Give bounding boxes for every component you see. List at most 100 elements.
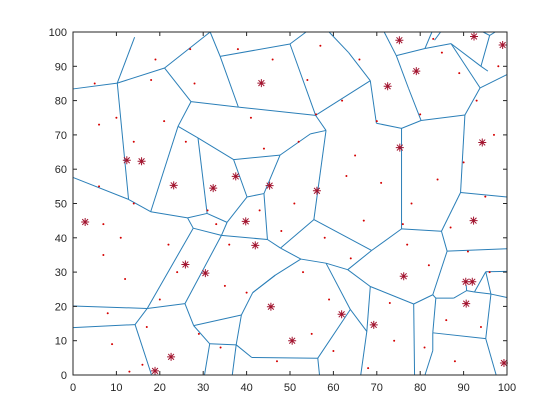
center-marker (384, 82, 392, 90)
y-tick-label: 20 (55, 301, 67, 313)
sample-point (198, 333, 200, 335)
center-marker (123, 156, 131, 164)
sample-point (406, 244, 408, 246)
x-tick-label: 70 (371, 382, 383, 394)
sample-point (185, 141, 187, 143)
sample-point (272, 58, 274, 60)
sample-point (458, 72, 460, 74)
center-marker (470, 217, 478, 225)
sample-point (445, 319, 447, 321)
y-tick-label: 30 (55, 267, 67, 279)
center-marker (412, 67, 420, 75)
sample-point (150, 79, 152, 81)
sample-point (497, 65, 499, 67)
sample-point (350, 257, 352, 259)
center-marker (232, 172, 240, 180)
sample-point (432, 38, 434, 40)
sample-point (419, 113, 421, 115)
sample-point (402, 223, 404, 225)
center-marker (151, 367, 159, 375)
voronoi-edge (252, 358, 318, 359)
sample-point (324, 237, 326, 239)
center-marker (242, 217, 250, 225)
sample-point (237, 48, 239, 50)
sample-point (98, 124, 100, 126)
x-tick-label: 10 (110, 382, 122, 394)
sample-point (363, 220, 365, 222)
x-tick-label: 90 (457, 382, 469, 394)
sample-point (102, 254, 104, 256)
sample-point (489, 271, 491, 273)
center-marker (396, 144, 404, 152)
sample-point (358, 58, 360, 60)
sample-point (250, 117, 252, 119)
y-tick-label: 50 (55, 199, 67, 211)
center-marker (167, 353, 175, 361)
sample-point (441, 52, 443, 54)
center-marker (251, 241, 259, 249)
sample-point (454, 360, 456, 362)
center-marker (266, 182, 274, 190)
sample-point (128, 371, 130, 373)
sample-point (424, 347, 426, 349)
sample-point (376, 120, 378, 122)
sample-point (411, 203, 413, 205)
sample-point (124, 278, 126, 280)
sample-point (367, 367, 369, 369)
sample-point (246, 292, 248, 294)
sample-point (311, 333, 313, 335)
center-marker (478, 138, 486, 146)
center-marker (499, 41, 507, 49)
sample-point (306, 79, 308, 81)
y-tick-label: 100 (49, 27, 67, 39)
x-tick-label: 0 (70, 382, 76, 394)
sample-point (146, 326, 148, 328)
sample-point (224, 285, 226, 287)
sample-point (276, 360, 278, 362)
sample-point (467, 251, 469, 253)
sample-point (341, 100, 343, 102)
center-marker (462, 300, 470, 308)
x-tick-label: 60 (327, 382, 339, 394)
sample-point (115, 117, 117, 119)
sample-point (102, 223, 104, 225)
y-tick-label: 70 (55, 130, 67, 142)
sample-point (493, 134, 495, 136)
plot-background (73, 32, 507, 375)
sample-point (133, 141, 135, 143)
sample-point (94, 82, 96, 84)
center-marker (81, 218, 89, 226)
x-tick-label: 40 (240, 382, 252, 394)
sample-point (120, 237, 122, 239)
sample-point (98, 185, 100, 187)
sample-point (167, 244, 169, 246)
sample-point (345, 175, 347, 177)
sample-point (380, 182, 382, 184)
y-tick-label: 90 (55, 61, 67, 73)
y-tick-labels: 0 10 20 30 40 50 60 70 80 90 100 (49, 27, 67, 382)
sample-point (428, 264, 430, 266)
x-tick-label: 100 (498, 382, 516, 394)
sample-point (354, 154, 356, 156)
sample-point (176, 271, 178, 273)
sample-point (280, 230, 282, 232)
sample-point (328, 299, 330, 301)
sample-point (463, 161, 465, 163)
sample-point (319, 45, 321, 47)
center-marker (338, 310, 346, 318)
x-tick-label: 20 (154, 382, 166, 394)
sample-point (315, 113, 317, 115)
center-marker (267, 303, 275, 311)
sample-point (159, 299, 161, 301)
center-marker (209, 184, 217, 192)
center-marker (370, 321, 378, 329)
center-marker (470, 32, 478, 40)
x-tick-label: 50 (284, 382, 296, 394)
sample-point (298, 141, 300, 143)
sample-point (389, 302, 391, 304)
x-tick-label: 30 (197, 382, 209, 394)
center-marker (138, 157, 146, 165)
center-marker (468, 278, 476, 286)
x-tick-label: 80 (414, 382, 426, 394)
